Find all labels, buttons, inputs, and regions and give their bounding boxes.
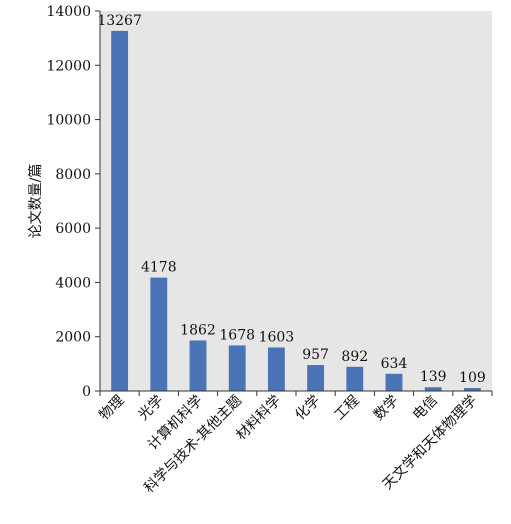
y-tick-label: 4000 xyxy=(55,275,91,291)
bar xyxy=(463,388,481,391)
y-tick-label: 8000 xyxy=(55,167,91,183)
y-tick-label: 2000 xyxy=(55,330,91,346)
category-label: 物理 xyxy=(96,393,127,424)
category-label: 光学 xyxy=(136,393,167,424)
bar xyxy=(385,373,403,391)
data-label: 139 xyxy=(420,369,447,385)
bar xyxy=(111,30,129,391)
y-tick-label: 6000 xyxy=(55,221,91,237)
data-label: 957 xyxy=(302,347,329,363)
bar xyxy=(228,345,246,391)
category-label: 数学 xyxy=(371,393,402,424)
bar xyxy=(189,340,207,391)
data-label: 634 xyxy=(381,356,408,372)
bar xyxy=(267,347,285,391)
data-label: 4178 xyxy=(141,260,177,276)
bar xyxy=(307,365,325,391)
category-label: 工程 xyxy=(332,393,363,424)
y-tick-label: 12000 xyxy=(46,58,91,74)
data-label: 13267 xyxy=(97,13,142,29)
bars-group xyxy=(111,30,481,391)
y-tick-label: 10000 xyxy=(46,113,91,129)
data-labels-group: 13267 4178 1862 1678 1603 957 892 634 139 109 xyxy=(97,13,485,386)
category-label: 化学 xyxy=(292,393,323,424)
y-tick-label: 14000 xyxy=(46,4,91,20)
data-label: 109 xyxy=(459,370,486,386)
bar xyxy=(346,366,364,391)
data-label: 1862 xyxy=(180,322,216,338)
bar xyxy=(424,387,442,391)
x-ticks-group xyxy=(99,391,493,396)
y-tick-label: 0 xyxy=(82,384,91,400)
y-ticks-group: 0 2000 4000 6000 8000 10000 12000 14000 xyxy=(46,4,100,400)
category-label: 电信 xyxy=(410,393,441,424)
data-label: 1678 xyxy=(219,327,255,343)
y-axis-title: 论文数量/篇 xyxy=(28,164,44,239)
data-label: 892 xyxy=(341,349,368,365)
bar xyxy=(150,277,168,391)
data-label: 1603 xyxy=(259,329,295,345)
